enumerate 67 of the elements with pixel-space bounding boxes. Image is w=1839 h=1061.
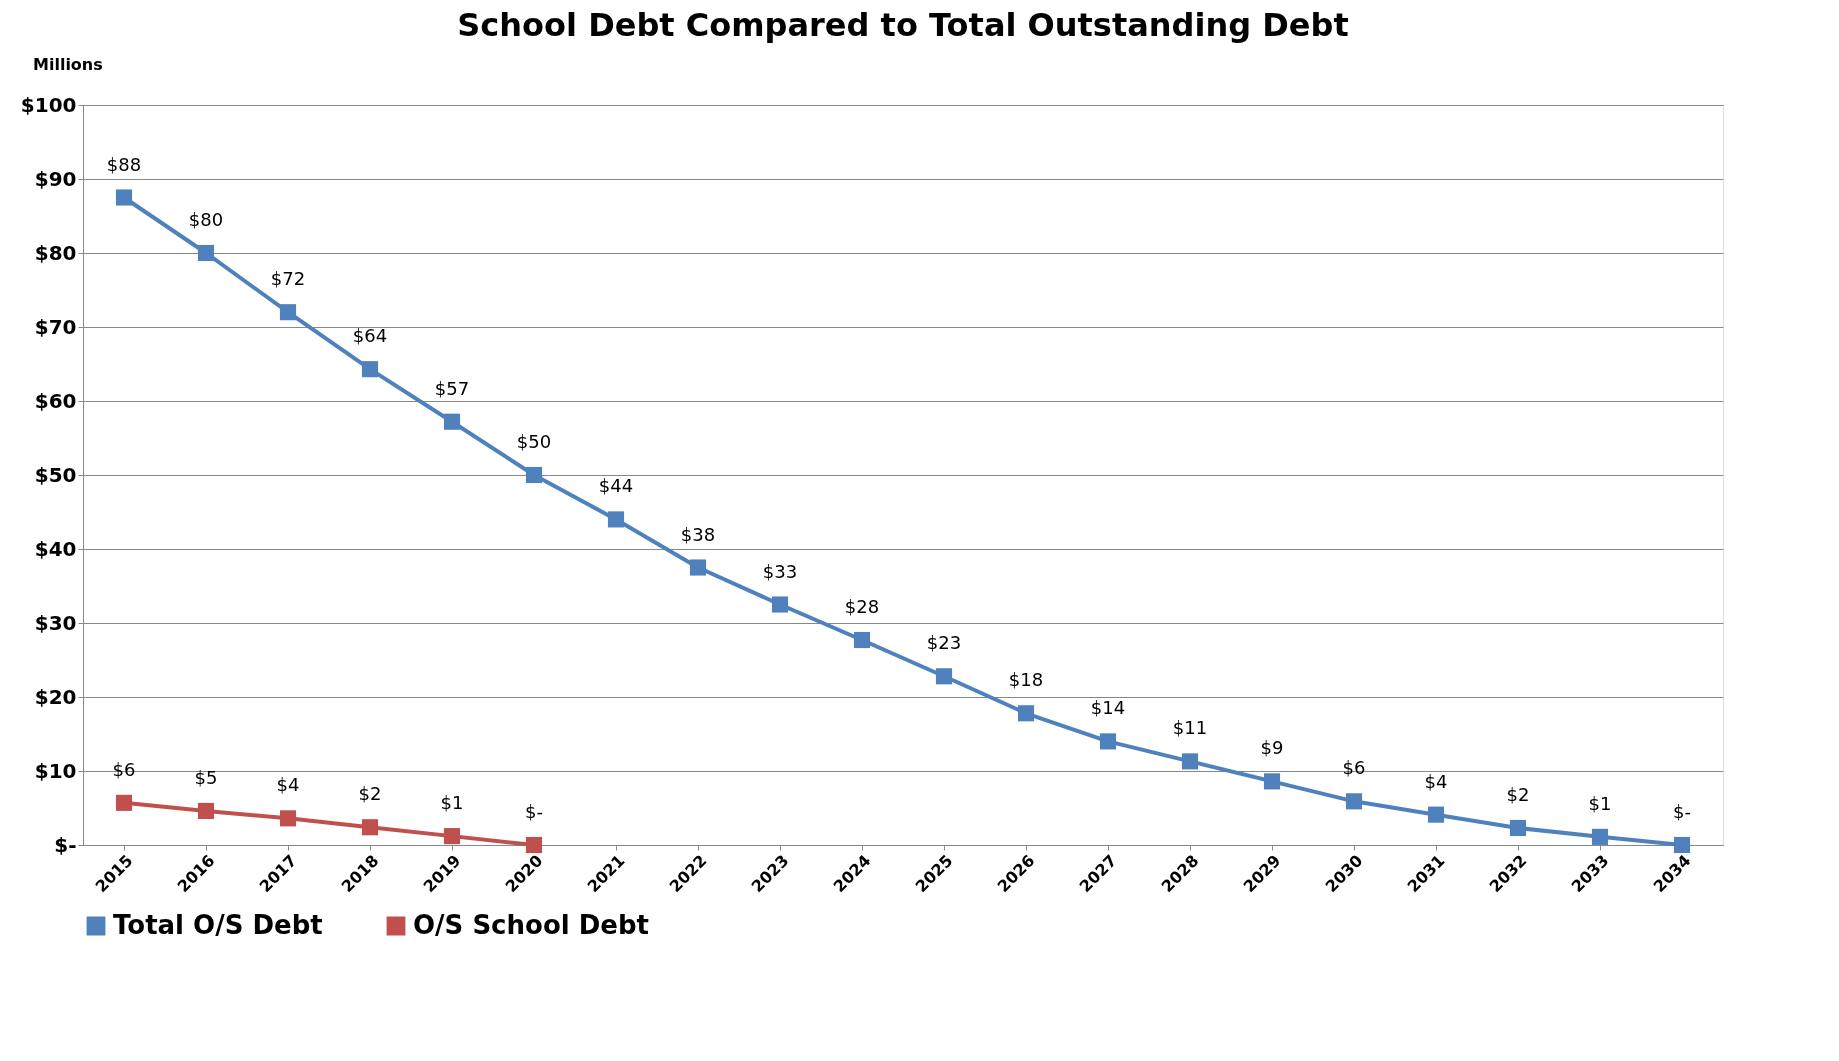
data-label: $23 bbox=[926, 632, 962, 654]
y-tick-label: $50 bbox=[34, 462, 77, 487]
data-label: $28 bbox=[844, 596, 880, 618]
point bbox=[1181, 753, 1199, 770]
point bbox=[361, 361, 379, 378]
point bbox=[197, 244, 215, 262]
legend-label: Total O/S Debt bbox=[113, 910, 323, 940]
point bbox=[853, 631, 871, 649]
y-tick-label: $80 bbox=[34, 240, 77, 265]
point bbox=[1591, 828, 1609, 845]
point bbox=[1509, 819, 1527, 837]
point bbox=[279, 810, 297, 827]
point bbox=[115, 189, 133, 206]
y-tick-label: $10 bbox=[34, 758, 77, 783]
data-label: $4 bbox=[1424, 770, 1448, 792]
data-label: $2 bbox=[358, 783, 382, 805]
point bbox=[1099, 733, 1117, 750]
data-label: $11 bbox=[1172, 717, 1208, 739]
data-label: $33 bbox=[762, 560, 798, 582]
legend-label: O/S School Debt bbox=[413, 910, 649, 940]
point bbox=[689, 559, 707, 576]
point bbox=[935, 668, 953, 685]
data-label: $64 bbox=[352, 325, 388, 347]
data-label: $80 bbox=[188, 209, 224, 230]
point bbox=[197, 802, 215, 820]
data-label: $6 bbox=[1342, 757, 1366, 779]
point bbox=[525, 836, 543, 854]
data-label: $72 bbox=[270, 268, 306, 290]
data-label: $88 bbox=[106, 153, 142, 175]
point bbox=[443, 828, 461, 845]
y-tick-label: $70 bbox=[34, 314, 77, 339]
data-label: $50 bbox=[516, 431, 552, 452]
y-tick-label: $20 bbox=[34, 684, 77, 709]
data-label: $9 bbox=[1260, 737, 1284, 759]
data-label: $4 bbox=[276, 774, 300, 796]
point bbox=[1263, 773, 1281, 790]
y-tick-label: $100 bbox=[20, 92, 77, 117]
text: Millions bbox=[33, 55, 103, 74]
point bbox=[607, 511, 625, 528]
y-tick-label: $40 bbox=[34, 536, 77, 561]
data-label: $- bbox=[1673, 801, 1691, 822]
point bbox=[771, 596, 789, 613]
data-label: $5 bbox=[194, 766, 218, 788]
data-label: $38 bbox=[680, 523, 716, 545]
data-label: $1 bbox=[440, 792, 464, 814]
point bbox=[1017, 705, 1035, 722]
y-tick-label: $90 bbox=[34, 166, 77, 191]
data-label: $14 bbox=[1090, 697, 1126, 719]
point bbox=[1427, 806, 1445, 823]
point bbox=[443, 413, 461, 430]
point bbox=[361, 819, 379, 836]
point bbox=[115, 794, 133, 811]
data-label: $2 bbox=[1506, 783, 1530, 805]
data-label: $6 bbox=[112, 758, 136, 780]
y-tick-label: $60 bbox=[34, 388, 77, 413]
point bbox=[279, 304, 297, 321]
data-label: $1 bbox=[1588, 792, 1612, 814]
point bbox=[525, 466, 543, 484]
y-tick-label: $30 bbox=[34, 610, 77, 635]
data-label: $18 bbox=[1008, 669, 1044, 691]
data-label: $44 bbox=[598, 475, 634, 497]
point bbox=[1673, 836, 1691, 854]
data-label: $57 bbox=[434, 377, 470, 399]
point bbox=[1345, 793, 1363, 810]
y-tick-label: $- bbox=[54, 832, 77, 857]
data-label: $- bbox=[525, 801, 543, 822]
chart-title: School Debt Compared to Total Outstanding Debt bbox=[457, 6, 1349, 44]
